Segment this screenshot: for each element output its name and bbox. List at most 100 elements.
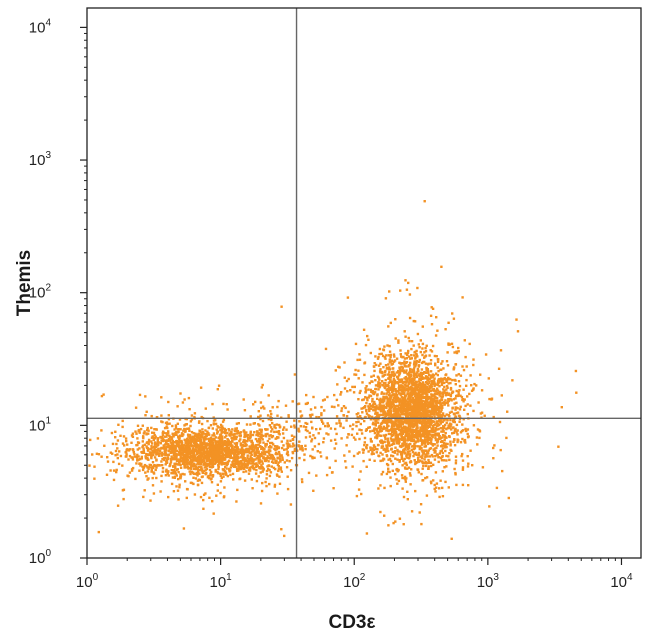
event-dot xyxy=(389,321,392,325)
event-dot xyxy=(391,406,394,409)
event-dot xyxy=(198,450,201,453)
event-dot xyxy=(396,437,400,440)
event-dot xyxy=(445,391,449,394)
event-dot xyxy=(266,439,270,443)
event-dot xyxy=(386,421,389,424)
event-dot xyxy=(439,403,442,406)
event-dot xyxy=(401,413,404,416)
event-dot xyxy=(423,391,426,395)
event-dot xyxy=(243,479,247,482)
event-dot xyxy=(150,454,153,458)
event-dot xyxy=(155,416,159,419)
event-dot xyxy=(110,431,114,435)
event-dot xyxy=(422,400,425,403)
event-dot xyxy=(225,454,228,457)
event-dot xyxy=(362,451,365,454)
event-dot xyxy=(387,377,390,380)
event-dot xyxy=(436,453,439,457)
event-dot xyxy=(427,396,431,399)
event-dot xyxy=(397,339,400,342)
event-dot xyxy=(313,436,317,440)
event-dot xyxy=(202,462,205,465)
event-dot xyxy=(144,414,147,417)
event-dot xyxy=(364,343,368,347)
event-dot xyxy=(359,415,362,418)
event-dot xyxy=(362,398,365,401)
event-dot xyxy=(186,465,189,469)
event-dot xyxy=(407,377,410,380)
event-dot xyxy=(428,404,431,407)
event-dot xyxy=(229,444,233,447)
event-dot xyxy=(221,427,225,430)
event-dot xyxy=(435,486,438,489)
event-dot xyxy=(269,441,272,445)
event-dot xyxy=(355,494,359,498)
event-dot xyxy=(431,407,434,410)
event-dot xyxy=(227,441,230,444)
event-dot xyxy=(376,421,380,424)
event-dot xyxy=(256,450,259,453)
event-dot xyxy=(174,470,177,474)
event-dot xyxy=(280,440,283,443)
event-dot xyxy=(167,437,171,441)
event-dot xyxy=(211,446,214,449)
event-dot xyxy=(432,387,435,391)
event-dot xyxy=(425,438,429,441)
event-dot xyxy=(151,484,155,487)
event-dot xyxy=(381,399,384,402)
event-dot xyxy=(433,380,436,384)
event-dot xyxy=(472,388,475,391)
event-dot xyxy=(150,436,154,439)
event-dot xyxy=(453,429,457,432)
event-dot xyxy=(175,457,178,461)
event-dot xyxy=(248,439,251,442)
event-dot xyxy=(419,394,422,397)
event-dot xyxy=(207,463,210,467)
event-dot xyxy=(315,474,318,477)
event-dot xyxy=(368,381,371,385)
event-dot xyxy=(205,471,208,475)
event-dot xyxy=(370,380,373,383)
event-dot xyxy=(511,379,514,382)
event-dot xyxy=(240,462,243,465)
event-dot xyxy=(445,384,449,388)
event-dot xyxy=(468,342,471,346)
event-dot xyxy=(389,459,393,463)
event-dot xyxy=(375,404,378,407)
event-dot xyxy=(417,409,420,412)
event-dot xyxy=(312,434,315,437)
event-dot xyxy=(483,414,486,417)
event-dot xyxy=(407,447,411,450)
event-dot xyxy=(392,402,395,405)
event-dot xyxy=(376,375,380,378)
event-dot xyxy=(423,384,427,387)
event-dot xyxy=(439,422,443,425)
event-dot xyxy=(419,503,423,506)
event-dot xyxy=(403,429,406,433)
event-dot xyxy=(366,399,369,402)
event-dot xyxy=(176,489,180,492)
event-dot xyxy=(150,440,153,443)
event-dot xyxy=(208,450,211,453)
event-dot xyxy=(199,444,202,447)
event-dot xyxy=(393,442,396,445)
event-dot xyxy=(414,356,417,359)
event-dot xyxy=(455,374,458,377)
event-dot xyxy=(421,376,425,379)
event-dot xyxy=(429,314,433,317)
event-dot xyxy=(168,422,171,425)
event-dot xyxy=(258,462,261,465)
event-dot xyxy=(250,453,253,456)
event-dot xyxy=(116,453,119,456)
event-dot xyxy=(440,362,443,365)
event-dot xyxy=(377,418,380,421)
event-dot xyxy=(325,456,328,459)
event-dot xyxy=(391,450,394,454)
event-dot xyxy=(376,397,379,400)
event-dot xyxy=(441,451,445,455)
event-dot xyxy=(382,420,385,423)
event-dot xyxy=(235,446,239,449)
event-dot xyxy=(138,447,141,450)
event-dot xyxy=(164,447,168,450)
event-dot xyxy=(388,470,391,474)
